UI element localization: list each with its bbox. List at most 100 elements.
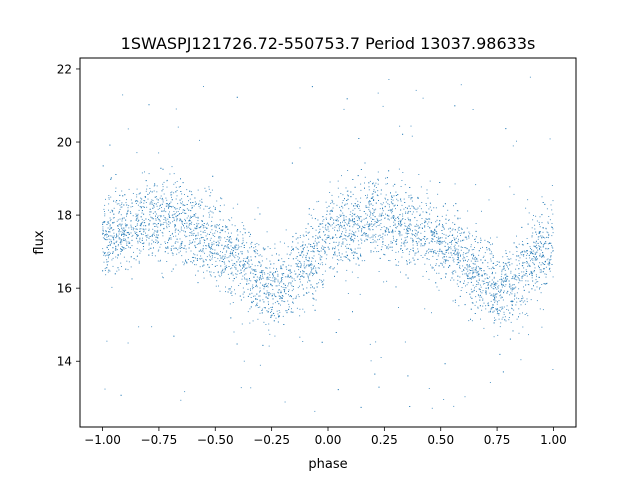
- data-point: [500, 294, 502, 296]
- data-point: [417, 231, 419, 233]
- data-point: [173, 183, 175, 185]
- data-point: [320, 223, 322, 225]
- data-point: [288, 283, 289, 285]
- data-point: [145, 228, 147, 230]
- data-point: [454, 244, 456, 246]
- data-point: [116, 200, 118, 201]
- data-point: [373, 199, 375, 200]
- data-point: [166, 199, 168, 201]
- data-point: [343, 238, 345, 240]
- data-point: [427, 225, 429, 227]
- data-point: [113, 238, 114, 240]
- data-point: [303, 265, 305, 267]
- data-point: [482, 262, 484, 264]
- data-point: [194, 227, 196, 229]
- data-point: [321, 341, 323, 343]
- data-point: [339, 225, 340, 227]
- data-point: [139, 238, 141, 240]
- data-point: [380, 249, 382, 251]
- data-point: [161, 198, 163, 200]
- data-point: [478, 275, 480, 277]
- data-point: [319, 236, 321, 238]
- data-point: [139, 206, 141, 208]
- data-point: [310, 251, 312, 252]
- data-point: [126, 199, 127, 201]
- data-point: [157, 202, 159, 203]
- data-point: [432, 250, 434, 252]
- data-point: [242, 260, 244, 262]
- data-point: [372, 214, 374, 216]
- data-point: [411, 233, 413, 235]
- data-point: [288, 306, 290, 308]
- data-point: [477, 282, 479, 283]
- data-point: [488, 199, 490, 201]
- data-point: [299, 281, 301, 283]
- data-point: [104, 253, 106, 255]
- data-point: [373, 224, 375, 226]
- data-point: [516, 264, 518, 266]
- data-point: [127, 207, 129, 209]
- data-point: [255, 281, 257, 283]
- data-point: [306, 287, 308, 289]
- data-point: [316, 250, 318, 252]
- data-point: [363, 218, 365, 220]
- data-point: [319, 231, 321, 233]
- data-point: [381, 215, 382, 217]
- data-point: [424, 244, 426, 246]
- data-point: [348, 220, 350, 222]
- data-point: [372, 196, 374, 198]
- data-point: [523, 274, 525, 276]
- data-point: [493, 288, 495, 290]
- data-point: [392, 185, 394, 187]
- data-point: [210, 237, 212, 239]
- data-point: [239, 283, 241, 284]
- data-point: [200, 255, 202, 257]
- data-point: [497, 311, 498, 313]
- data-point: [426, 271, 427, 273]
- data-point: [313, 247, 315, 249]
- data-point: [525, 251, 527, 253]
- data-point: [490, 237, 491, 239]
- data-point: [408, 227, 410, 229]
- data-point: [404, 184, 406, 186]
- data-point: [182, 223, 184, 225]
- data-point: [247, 262, 249, 264]
- data-point: [179, 207, 181, 208]
- data-point: [426, 251, 428, 253]
- data-point: [495, 300, 497, 302]
- data-point: [102, 233, 104, 235]
- data-point: [235, 267, 237, 269]
- data-point: [430, 251, 432, 253]
- data-point: [534, 256, 536, 258]
- data-point: [137, 215, 139, 217]
- data-point: [258, 244, 260, 246]
- data-point: [450, 246, 452, 248]
- data-point: [184, 227, 185, 229]
- data-point: [113, 232, 115, 234]
- data-point: [408, 230, 409, 232]
- data-point: [303, 276, 305, 278]
- data-point: [456, 253, 458, 255]
- data-point: [351, 220, 353, 222]
- data-point: [270, 316, 272, 318]
- data-point: [168, 238, 170, 240]
- data-point: [261, 308, 263, 310]
- data-point: [247, 256, 249, 258]
- data-point: [142, 243, 144, 245]
- data-point: [432, 255, 434, 257]
- data-point: [320, 259, 322, 261]
- data-point: [466, 268, 468, 270]
- data-point: [121, 233, 123, 235]
- data-point: [434, 251, 436, 253]
- data-point: [208, 245, 210, 247]
- data-point: [322, 284, 324, 286]
- data-point: [420, 245, 422, 247]
- data-point: [276, 300, 278, 302]
- data-point: [190, 210, 192, 212]
- data-point: [109, 211, 111, 213]
- data-point: [356, 220, 358, 221]
- data-point: [338, 249, 340, 251]
- chart-title: 1SWASPJ121726.72-550753.7 Period 13037.9…: [121, 34, 536, 53]
- data-point: [285, 229, 287, 231]
- data-point: [463, 269, 465, 271]
